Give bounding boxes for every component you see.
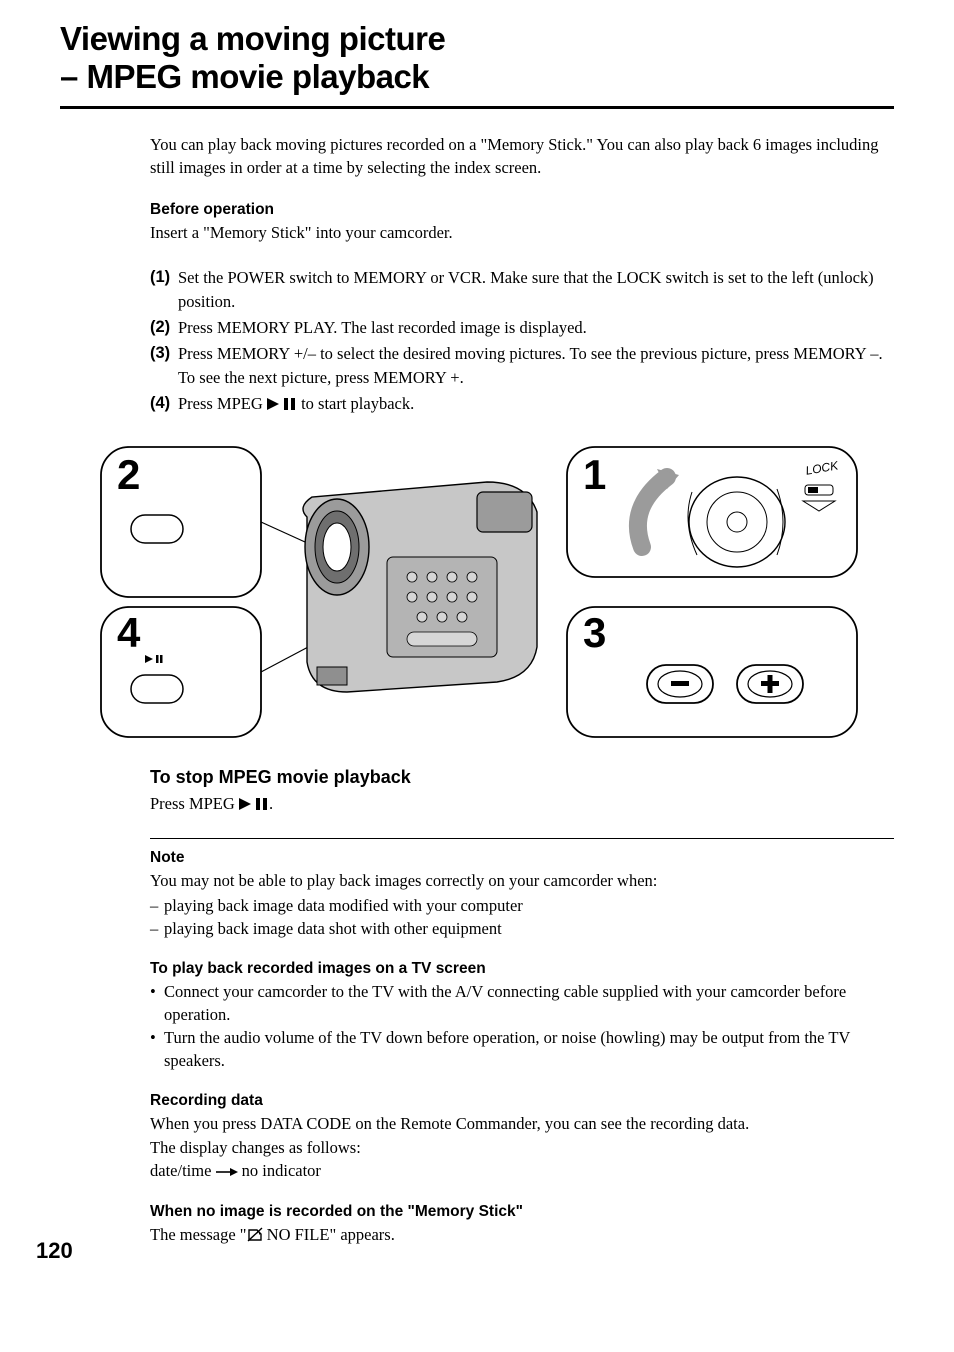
nofile-pre: The message " (150, 1225, 247, 1244)
note-heading: Note (150, 849, 894, 867)
mpeg-button-icon (131, 675, 183, 703)
panel-2-label: 2 (117, 451, 140, 498)
camcorder-illustration (303, 482, 537, 692)
step-3-num: (3) (150, 342, 178, 390)
note-bullet-2: –playing back image data shot with other… (150, 917, 894, 940)
dash-icon: – (150, 917, 164, 940)
page-title: Viewing a moving picture – MPEG movie pl… (60, 20, 894, 96)
bullet-icon: • (150, 980, 164, 1026)
step-1-num: (1) (150, 266, 178, 314)
nofile-heading: When no image is recorded on the "Memory… (150, 1203, 894, 1221)
memory-minus-button-icon (647, 665, 713, 703)
step-3: (3) Press MEMORY +/– to select the desir… (150, 342, 894, 390)
title-line2: – MPEG movie playback (60, 58, 429, 95)
step-2-num: (2) (150, 316, 178, 340)
step-2-text: Press MEMORY PLAY. The last recorded ima… (178, 316, 894, 340)
memory-stick-slash-icon (247, 1225, 263, 1248)
panel-4-label: 4 (117, 609, 141, 656)
recdata-line3: date/time no indicator (150, 1159, 894, 1183)
stop-pre: Press MPEG (150, 794, 239, 813)
intro-paragraph: You can play back moving pictures record… (150, 133, 894, 179)
play-pause-icon (239, 793, 269, 816)
tv-bullet-1-text: Connect your camcorder to the TV with th… (164, 980, 894, 1026)
step-1: (1) Set the POWER switch to MEMORY or VC… (150, 266, 894, 314)
nofile-block: When no image is recorded on the "Memory… (150, 1203, 894, 1248)
tv-bullet-2-text: Turn the audio volume of the TV down bef… (164, 1026, 894, 1072)
panel-2: 2 (101, 447, 261, 597)
step-3-text: Press MEMORY +/– to select the desired m… (178, 342, 894, 390)
nofile-post: NO FILE" appears. (263, 1225, 395, 1244)
recdata-line1: When you press DATA CODE on the Remote C… (150, 1112, 894, 1135)
step-4-post: to start playback. (297, 394, 414, 413)
note-bullet-1-text: playing back image data modified with yo… (164, 894, 523, 917)
note-bullet-1: –playing back image data modified with y… (150, 894, 894, 917)
tv-heading: To play back recorded images on a TV scr… (150, 960, 894, 978)
memory-play-button-icon (131, 515, 183, 543)
step-1-text: Set the POWER switch to MEMORY or VCR. M… (178, 266, 894, 314)
note-block: Note You may not be able to play back im… (150, 849, 894, 940)
page-number: 120 (36, 1238, 73, 1264)
dash-icon: – (150, 894, 164, 917)
diagram-figure: 2 4 (60, 437, 894, 747)
nofile-text: The message " NO FILE" appears. (150, 1223, 894, 1248)
before-operation-block: Before operation Insert a "Memory Stick"… (150, 201, 894, 244)
recdata-line3-post: no indicator (238, 1161, 321, 1180)
step-4-pre: Press MPEG (178, 394, 267, 413)
panel-3: 3 (567, 607, 857, 737)
step-4-text: Press MPEG to start playback. (178, 392, 894, 417)
recdata-block: Recording data When you press DATA CODE … (150, 1092, 894, 1182)
section-rule (150, 838, 894, 839)
memory-plus-button-icon (737, 665, 803, 703)
panel-3-label: 3 (583, 609, 606, 656)
step-4-num: (4) (150, 392, 178, 417)
title-rule (60, 106, 894, 109)
steps-list: (1) Set the POWER switch to MEMORY or VC… (150, 266, 894, 417)
before-operation-heading: Before operation (150, 201, 894, 219)
panel-1: 1 LOCK (567, 447, 857, 577)
play-pause-icon (267, 393, 297, 417)
step-2: (2) Press MEMORY PLAY. The last recorded… (150, 316, 894, 340)
arrow-right-icon (216, 1160, 238, 1183)
tv-block: To play back recorded images on a TV scr… (150, 960, 894, 1072)
recdata-heading: Recording data (150, 1092, 894, 1110)
note-line1: You may not be able to play back images … (150, 869, 894, 892)
before-operation-text: Insert a "Memory Stick" into your camcor… (150, 221, 894, 244)
recdata-line2: The display changes as follows: (150, 1136, 894, 1159)
stop-playback-heading: To stop MPEG movie playback (150, 767, 894, 788)
bullet-icon: • (150, 1026, 164, 1072)
step-4: (4) Press MPEG to start playback. (150, 392, 894, 417)
panel-4: 4 (101, 607, 261, 737)
note-bullet-2-text: playing back image data shot with other … (164, 917, 502, 940)
panel-1-label: 1 (583, 451, 606, 498)
tv-bullet-2: •Turn the audio volume of the TV down be… (150, 1026, 894, 1072)
tv-bullet-1: •Connect your camcorder to the TV with t… (150, 980, 894, 1026)
diagram-svg: 2 4 (87, 437, 867, 747)
recdata-line3-pre: date/time (150, 1161, 216, 1180)
stop-post: . (269, 794, 273, 813)
stop-playback-text: Press MPEG . (150, 792, 894, 816)
title-line1: Viewing a moving picture (60, 20, 445, 57)
